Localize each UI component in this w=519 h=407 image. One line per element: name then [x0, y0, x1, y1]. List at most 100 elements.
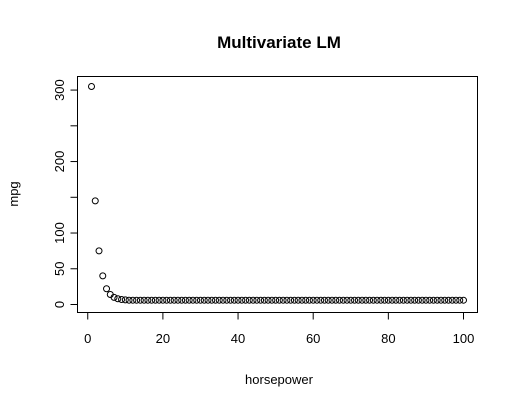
data-point: [362, 296, 370, 304]
data-point: [181, 296, 189, 304]
data-point: [351, 296, 359, 304]
data-point: [279, 296, 287, 304]
data-point: [125, 296, 133, 304]
data-point: [369, 296, 377, 304]
data-point: [185, 296, 193, 304]
x-tick-label: 40: [231, 331, 245, 346]
data-point: [95, 247, 103, 255]
data-point: [99, 272, 107, 280]
data-point: [366, 296, 374, 304]
data-point: [174, 296, 182, 304]
data-point: [298, 296, 306, 304]
data-point: [159, 296, 167, 304]
data-point: [178, 296, 186, 304]
data-point: [373, 296, 381, 304]
data-point: [200, 296, 208, 304]
data-point: [444, 296, 452, 304]
data-point: [317, 296, 325, 304]
data-point: [456, 296, 464, 304]
y-tick-label: 0: [52, 301, 67, 308]
data-point: [151, 296, 159, 304]
data-point: [88, 83, 95, 90]
data-point: [189, 296, 197, 304]
data-point: [253, 296, 261, 304]
plot-frame: [77, 76, 478, 313]
x-axis-label: horsepower: [245, 372, 314, 387]
x-tick-label: 80: [381, 331, 395, 346]
data-point: [437, 296, 445, 304]
data-point: [219, 296, 227, 304]
data-point: [249, 296, 257, 304]
y-tick-label: 50: [52, 262, 67, 276]
data-point: [114, 295, 122, 303]
data-point: [208, 296, 216, 304]
data-point: [264, 296, 272, 304]
data-point: [155, 296, 163, 304]
data-point: [305, 296, 313, 304]
data-point: [388, 296, 396, 304]
data-point: [215, 296, 223, 304]
data-point: [426, 296, 434, 304]
data-point: [275, 296, 283, 304]
data-point: [433, 296, 441, 304]
data-point: [193, 296, 201, 304]
data-point: [384, 296, 392, 304]
data-point: [324, 296, 332, 304]
data-point: [257, 296, 265, 304]
data-point: [144, 296, 152, 304]
data-point: [294, 296, 302, 304]
data-point: [227, 296, 235, 304]
data-point: [129, 296, 137, 304]
data-point: [429, 296, 437, 304]
y-tick-label: 100: [52, 222, 67, 244]
data-point: [230, 296, 238, 304]
data-point: [166, 296, 174, 304]
data-point: [414, 296, 422, 304]
data-point: [354, 296, 362, 304]
data-point: [407, 296, 415, 304]
data-point: [392, 296, 400, 304]
data-point: [170, 296, 178, 304]
data-point: [460, 296, 467, 304]
data-point: [418, 296, 426, 304]
data-point: [204, 296, 212, 304]
data-point: [452, 296, 460, 304]
data-point: [377, 296, 385, 304]
data-point: [448, 296, 456, 304]
y-tick-label: 200: [52, 151, 67, 173]
data-point: [91, 197, 99, 205]
y-axis: 0 50 100 200 300: [52, 79, 78, 308]
data-point: [103, 285, 111, 293]
data-point: [339, 296, 347, 304]
data-point: [121, 296, 129, 304]
x-axis: 0 20 40 60 80 100: [84, 312, 475, 346]
data-point: [396, 296, 404, 304]
x-tick-label: 100: [453, 331, 475, 346]
data-point: [148, 296, 156, 304]
y-axis-label: mpg: [6, 181, 21, 206]
data-point: [283, 296, 291, 304]
data-point: [309, 296, 317, 304]
data-point: [358, 296, 366, 304]
data-point: [422, 296, 430, 304]
data-point: [223, 296, 231, 304]
x-tick-label: 20: [156, 331, 170, 346]
data-point: [381, 296, 389, 304]
data-point: [332, 296, 340, 304]
data-point: [242, 296, 250, 304]
data-point: [290, 296, 298, 304]
data-point: [302, 296, 310, 304]
data-point: [347, 296, 355, 304]
data-point: [268, 296, 276, 304]
data-point: [140, 296, 148, 304]
data-point: [212, 296, 219, 304]
data-point: [260, 296, 268, 304]
data-point: [196, 296, 204, 304]
x-tick-label: 0: [84, 331, 91, 346]
data-point: [411, 296, 419, 304]
chart-title: Multivariate LM: [217, 33, 341, 52]
data-point: [163, 296, 171, 304]
data-point: [234, 296, 242, 304]
data-point: [399, 296, 407, 304]
